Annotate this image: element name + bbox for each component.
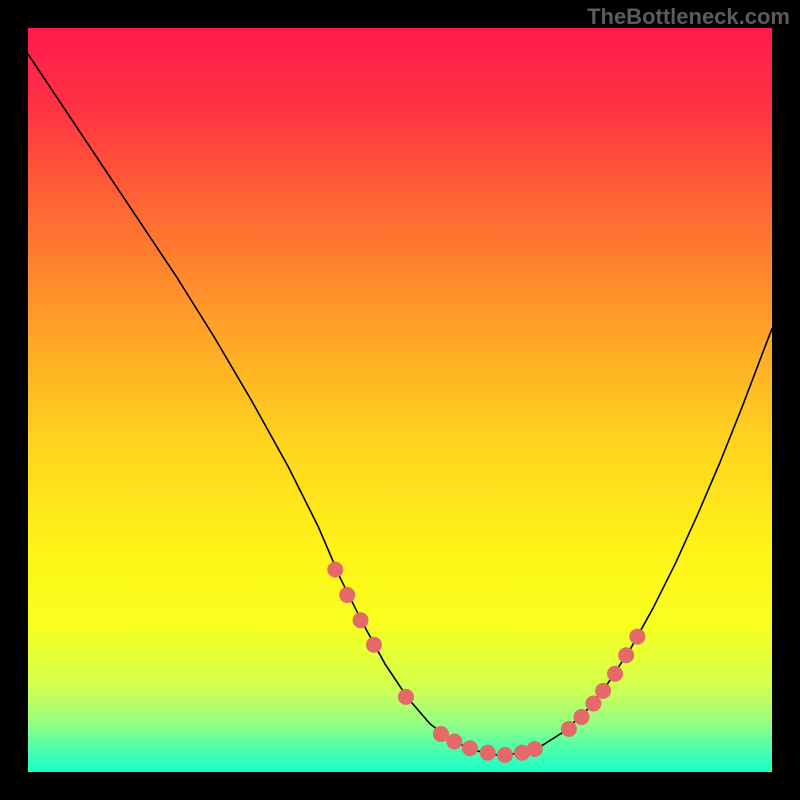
data-marker xyxy=(595,683,611,699)
data-marker xyxy=(398,689,414,705)
data-marker xyxy=(629,629,645,645)
chart-container: TheBottleneck.com xyxy=(0,0,800,800)
data-marker xyxy=(561,721,577,737)
data-marker xyxy=(497,747,513,763)
watermark-text: TheBottleneck.com xyxy=(587,4,790,30)
chart-svg xyxy=(28,28,772,772)
data-marker xyxy=(585,696,601,712)
data-marker xyxy=(527,741,543,757)
chart-background xyxy=(28,28,772,772)
data-marker xyxy=(462,740,478,756)
data-marker xyxy=(433,726,449,742)
data-marker xyxy=(607,666,623,682)
data-marker xyxy=(574,709,590,725)
plot-area xyxy=(28,28,772,772)
data-marker xyxy=(353,612,369,628)
data-marker xyxy=(366,637,382,653)
data-marker xyxy=(327,562,343,578)
data-marker xyxy=(618,647,634,663)
data-marker xyxy=(339,587,355,603)
data-marker xyxy=(480,745,496,761)
data-marker xyxy=(446,734,462,750)
